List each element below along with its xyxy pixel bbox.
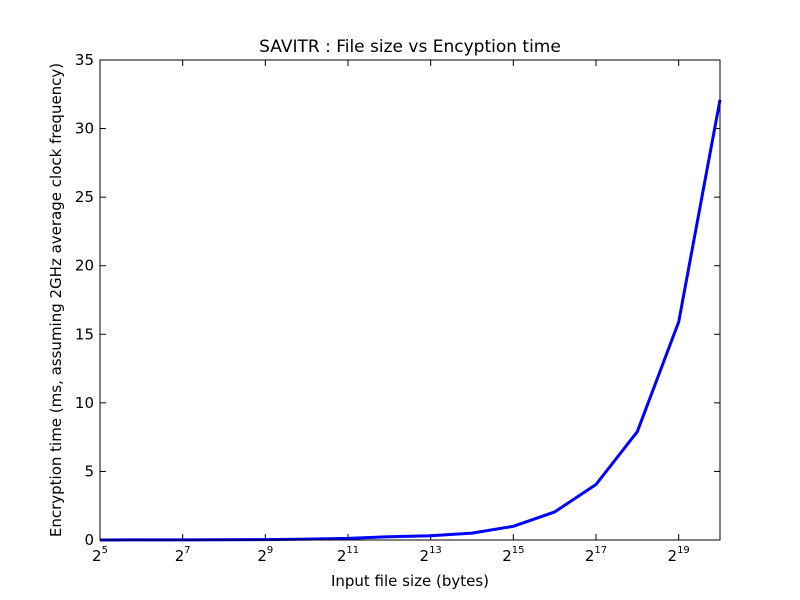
plot-area-frame <box>99 59 721 541</box>
x-tick-base: 2 <box>668 547 678 565</box>
x-axis-label: Input file size (bytes) <box>331 572 489 590</box>
y-tick-label: 10 <box>75 394 94 412</box>
y-tick-label: 30 <box>75 120 94 138</box>
y-tick-label: 20 <box>75 257 94 275</box>
x-tick-label: 211 <box>337 545 359 565</box>
x-tick-base: 2 <box>92 547 102 565</box>
x-tick-exponent: 19 <box>677 545 690 556</box>
x-tick-base: 2 <box>502 547 512 565</box>
x-tick-label: 27 <box>175 545 191 565</box>
x-tick-exponent: 9 <box>267 545 273 556</box>
y-tick-label: 15 <box>75 325 94 343</box>
x-tick-exponent: 15 <box>512 545 525 556</box>
x-tick-label: 215 <box>502 545 524 565</box>
series-line <box>99 99 722 542</box>
x-tick-label: 213 <box>420 545 442 565</box>
y-tick-label: 5 <box>84 462 94 480</box>
x-tick-label: 219 <box>668 545 690 565</box>
y-tick-label: 25 <box>75 188 94 206</box>
y-tick-label: 35 <box>75 51 94 69</box>
chart-title: SAVITR : File size vs Encyption time <box>259 37 561 57</box>
x-tick-exponent: 17 <box>594 545 607 556</box>
x-tick-exponent: 11 <box>346 545 359 556</box>
x-tick-label: 217 <box>585 545 607 565</box>
x-tick-base: 2 <box>420 547 430 565</box>
x-tick-exponent: 7 <box>184 545 190 556</box>
x-tick-base: 2 <box>257 547 267 565</box>
x-tick-base: 2 <box>337 547 347 565</box>
x-tick-label: 29 <box>257 545 273 565</box>
x-tick-base: 2 <box>175 547 185 565</box>
x-tick-exponent: 13 <box>429 545 442 556</box>
x-tick-base: 2 <box>585 547 595 565</box>
y-axis-label: Encryption time (ms, assuming 2GHz avera… <box>47 63 65 537</box>
y-tick-label: 0 <box>84 531 94 549</box>
x-tick-label: 25 <box>92 545 108 565</box>
x-tick-exponent: 5 <box>102 545 108 556</box>
series-layer <box>99 99 722 542</box>
